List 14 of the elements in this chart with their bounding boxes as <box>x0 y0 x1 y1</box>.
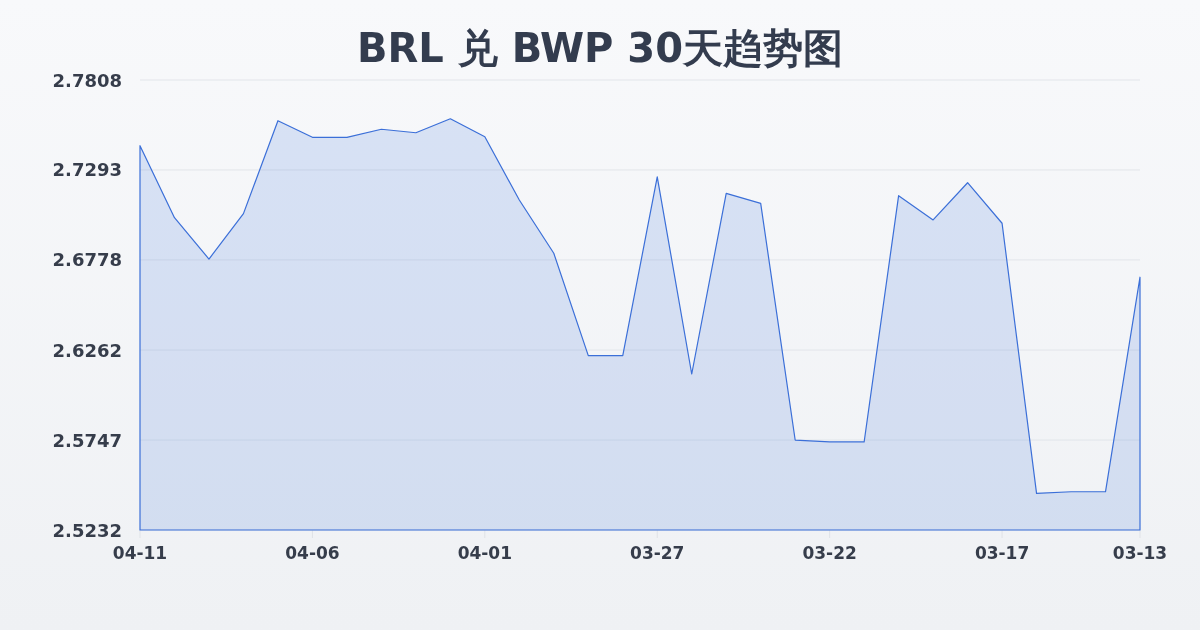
y-tick-label: 2.6262 <box>52 339 122 361</box>
x-tick-label: 03-27 <box>630 543 685 563</box>
y-tick-label: 2.7293 <box>52 159 122 181</box>
x-tick-label: 03-17 <box>974 543 1030 563</box>
y-tick-label: 2.6778 <box>52 249 122 271</box>
x-tick-label: 03-22 <box>802 543 857 563</box>
y-tick-label: 2.7808 <box>52 69 122 91</box>
x-tick-label: 04-01 <box>457 543 513 563</box>
y-tick-label: 2.5232 <box>52 519 122 541</box>
x-tick-label: 04-11 <box>112 543 168 563</box>
x-tick-label: 03-13 <box>1112 543 1168 563</box>
y-tick-label: 2.5747 <box>52 429 122 451</box>
x-tick-label: 04-06 <box>285 543 340 563</box>
chart-title: BRL 兑 BWP 30天趋势图 <box>357 25 843 71</box>
